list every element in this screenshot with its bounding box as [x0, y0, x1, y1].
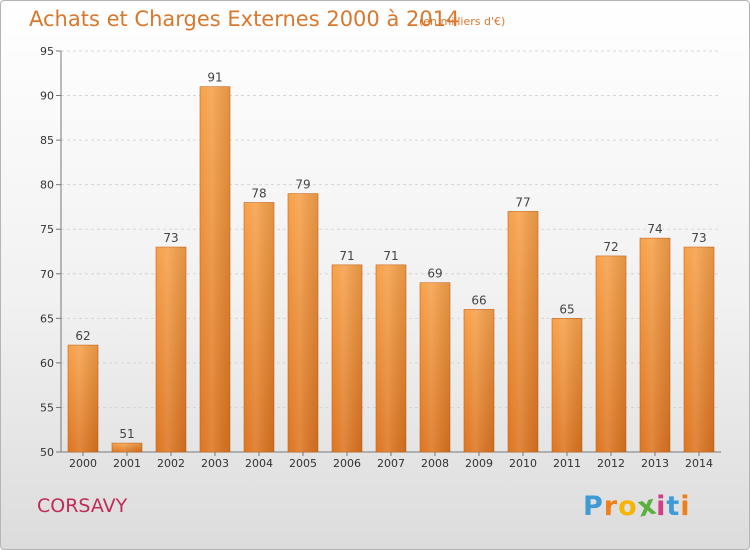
- bar-shine: [684, 247, 714, 452]
- y-tick-label: 55: [40, 401, 54, 414]
- bar-value-label: 73: [163, 231, 178, 245]
- proxiti-logo: Proxiti: [583, 489, 691, 523]
- bar-value-label: 78: [251, 186, 266, 200]
- y-tick-label: 65: [40, 312, 54, 325]
- x-tick-label: 2003: [201, 457, 229, 470]
- x-tick-label: 2013: [641, 457, 669, 470]
- y-tick-label: 80: [40, 179, 54, 192]
- bar-value-label: 51: [119, 427, 134, 441]
- bar-value-label: 91: [207, 71, 222, 85]
- logo-letter: P: [583, 491, 604, 522]
- bar-value-label: 62: [75, 329, 90, 343]
- bar-value-label: 79: [295, 178, 310, 192]
- y-tick-label: 60: [40, 357, 54, 370]
- bar-shine: [376, 264, 406, 452]
- x-tick-label: 2011: [553, 457, 581, 470]
- bar-value-label: 77: [515, 195, 530, 209]
- x-tick-label: 2002: [157, 457, 185, 470]
- x-tick-label: 2006: [333, 457, 361, 470]
- bar-value-label: 66: [471, 293, 486, 307]
- logo-letter: i: [680, 491, 691, 522]
- logo-letter: t: [666, 491, 681, 522]
- x-tick-label: 2014: [685, 457, 713, 470]
- bar-shine: [156, 247, 186, 452]
- bar-shine: [332, 264, 362, 452]
- x-tick-label: 2007: [377, 457, 405, 470]
- x-tick-label: 2008: [421, 457, 449, 470]
- bar-shine: [464, 309, 494, 452]
- y-tick-label: 70: [40, 268, 54, 281]
- bar-shine: [200, 86, 230, 453]
- bar-shine: [420, 282, 450, 452]
- commune-name: CORSAVY: [37, 495, 128, 517]
- bar-shine: [112, 443, 142, 452]
- bar-value-label: 65: [559, 302, 574, 316]
- bar-value-label: 72: [603, 240, 618, 254]
- x-tick-label: 2001: [113, 457, 141, 470]
- logo-letter: i: [656, 491, 667, 522]
- chart-unit: (en milliers d'€): [419, 15, 506, 28]
- bar-shine: [508, 211, 538, 452]
- logo-letter: o: [618, 491, 638, 522]
- logo-letter: r: [603, 491, 619, 522]
- bar-value-label: 71: [383, 249, 398, 263]
- bar-shine: [288, 193, 318, 453]
- bar-shine: [68, 345, 98, 452]
- y-tick-label: 75: [40, 223, 54, 236]
- x-tick-label: 2012: [597, 457, 625, 470]
- y-tick-label: 85: [40, 134, 54, 147]
- y-tick-label: 50: [40, 446, 54, 459]
- bar-value-label: 71: [339, 249, 354, 263]
- bar-shine: [596, 255, 626, 452]
- bar-value-label: 73: [691, 231, 706, 245]
- x-tick-label: 2004: [245, 457, 273, 470]
- bar-shine: [640, 238, 670, 452]
- chart-title: Achats et Charges Externes 2000 à 2014: [29, 7, 460, 31]
- y-tick-label: 95: [40, 45, 54, 58]
- bar-shine: [552, 318, 582, 452]
- bar-value-label: 69: [427, 267, 442, 281]
- x-tick-label: 2000: [69, 457, 97, 470]
- bar-value-label: 74: [647, 222, 662, 236]
- y-tick-label: 90: [40, 90, 54, 103]
- x-tick-label: 2010: [509, 457, 537, 470]
- x-tick-label: 2005: [289, 457, 317, 470]
- bar-shine: [244, 202, 274, 452]
- x-tick-label: 2009: [465, 457, 493, 470]
